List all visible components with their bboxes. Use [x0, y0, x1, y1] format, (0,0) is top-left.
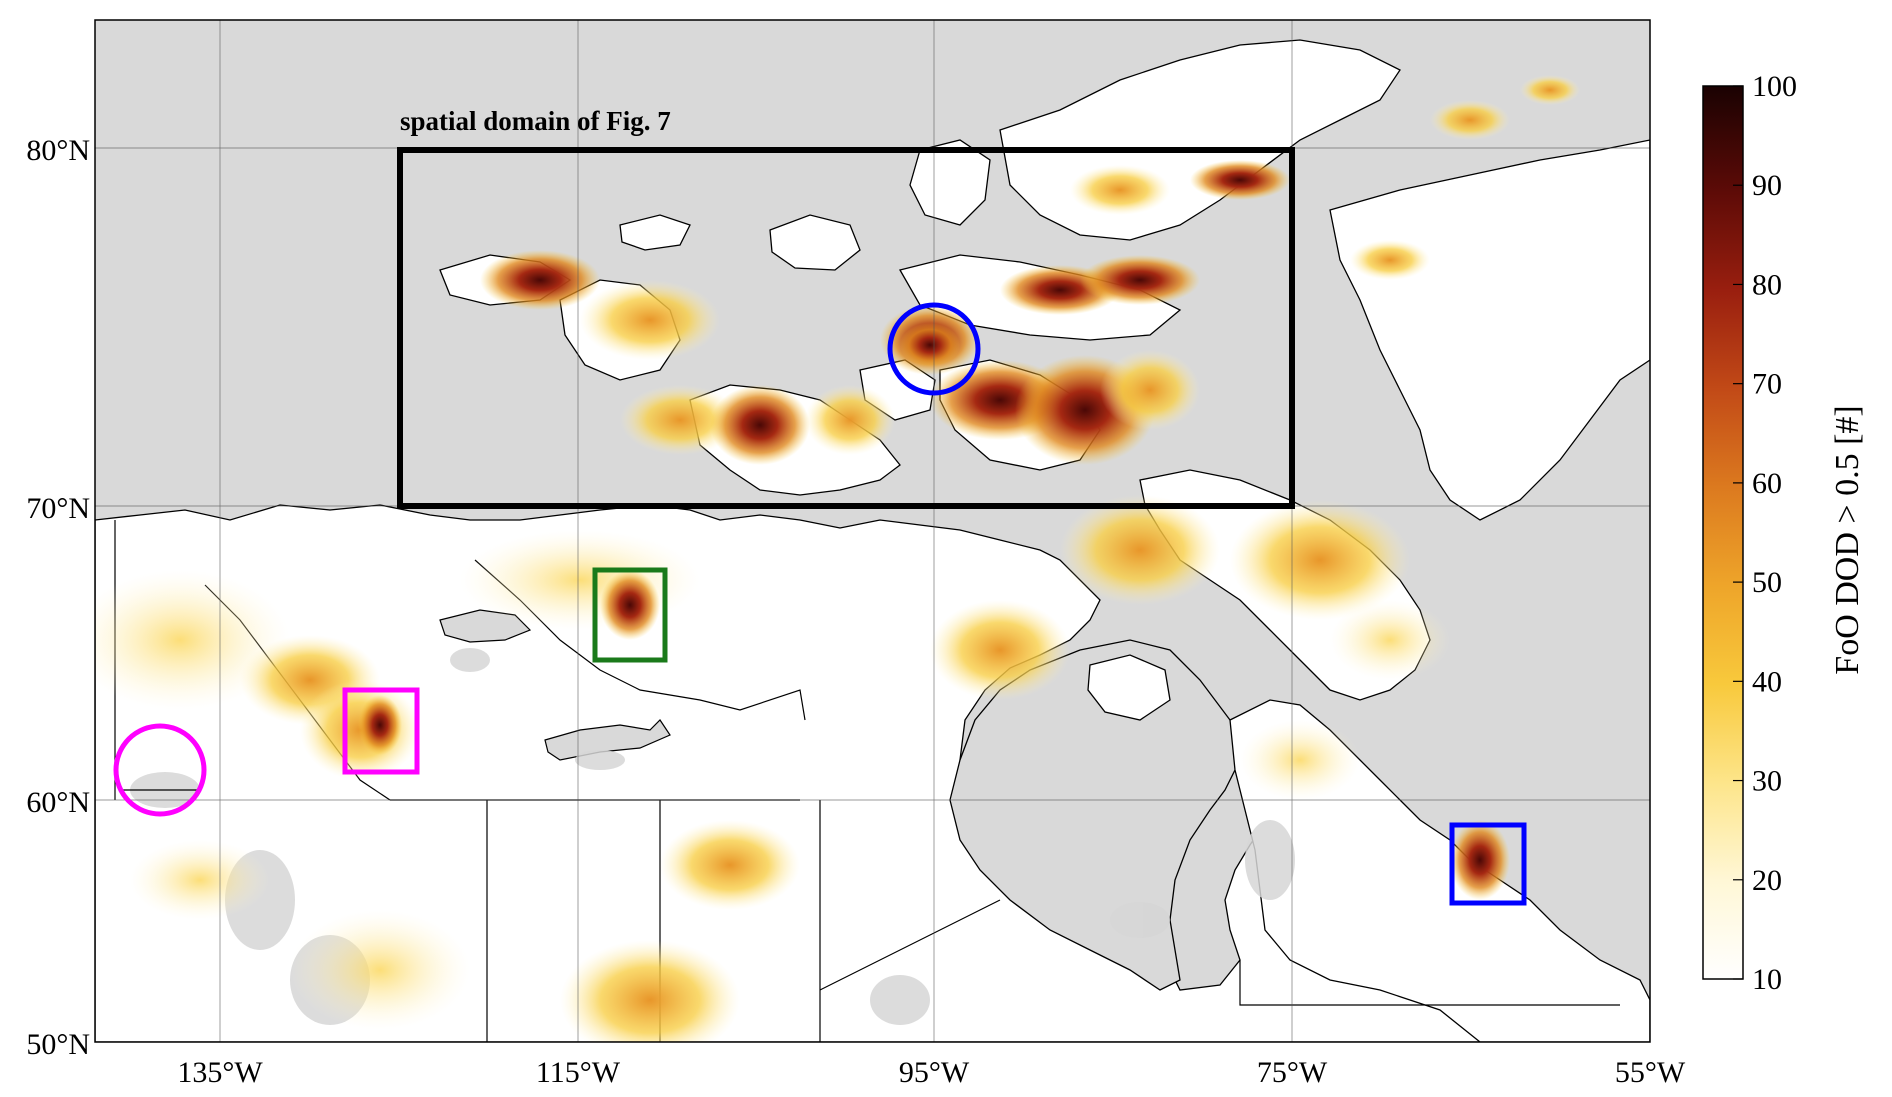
lat-tick-70: 70°N: [26, 492, 90, 525]
map-area: [95, 20, 1650, 1042]
colorbar-tick-label: 90: [1752, 169, 1782, 202]
southampton-island: [1087, 654, 1171, 721]
green-box-marker: [592, 567, 668, 663]
blue-circle-marker: [887, 302, 981, 396]
great-slave-lake: [544, 719, 671, 761]
axel-heiberg-island: [909, 139, 991, 226]
lon-tick-95: 95°W: [899, 1056, 970, 1089]
colorbar-gradient: [1702, 85, 1744, 980]
colorbar-tick-label: 70: [1752, 368, 1782, 401]
colorbar-tick-label: 80: [1752, 268, 1782, 301]
colorbar-label: FoO DOD > 0.5 [#]: [1829, 405, 1866, 674]
lat-tick-60: 60°N: [26, 786, 90, 819]
latitude-ticks: 80°N 70°N 60°N 50°N: [26, 134, 90, 1061]
lon-tick-75: 75°W: [1257, 1056, 1328, 1089]
magenta-circle-marker: [113, 723, 207, 817]
colorbar-tick-label: 60: [1752, 467, 1782, 500]
map-frame: [94, 19, 1651, 1043]
longitude-ticks: 135°W 115°W 95°W 75°W 55°W: [177, 1056, 1685, 1089]
lon-tick-135: 135°W: [177, 1056, 263, 1089]
colorbar-tick-label: 40: [1752, 665, 1782, 698]
prince-patrick-island: [619, 214, 691, 251]
colorbar: 100 90 80 70 60 50 40 30 20 10 FoO DOD > 0.5 [#]: [1702, 70, 1866, 996]
colorbar-tick-label: 10: [1752, 963, 1782, 996]
bathurst-island: [769, 214, 861, 271]
colorbar-tick-label: 50: [1752, 566, 1782, 599]
lat-tick-80: 80°N: [26, 134, 90, 167]
colorbar-ticks: 100 90 80 70 60 50 40 30 20 10: [1733, 70, 1797, 996]
spatial-domain-box: [397, 147, 1295, 509]
colorbar-tick-label: 30: [1752, 765, 1782, 798]
lon-tick-115: 115°W: [536, 1056, 621, 1089]
spatial-domain-label: spatial domain of Fig. 7: [400, 106, 671, 136]
lat-tick-50: 50°N: [26, 1028, 90, 1061]
lon-tick-55: 55°W: [1615, 1056, 1686, 1089]
colorbar-tick-label: 20: [1752, 864, 1782, 897]
magenta-box-marker: [342, 687, 420, 775]
colorbar-tick-label: 100: [1752, 70, 1797, 103]
greenland-edge: [1329, 139, 1650, 521]
blue-box-marker: [1449, 822, 1527, 906]
